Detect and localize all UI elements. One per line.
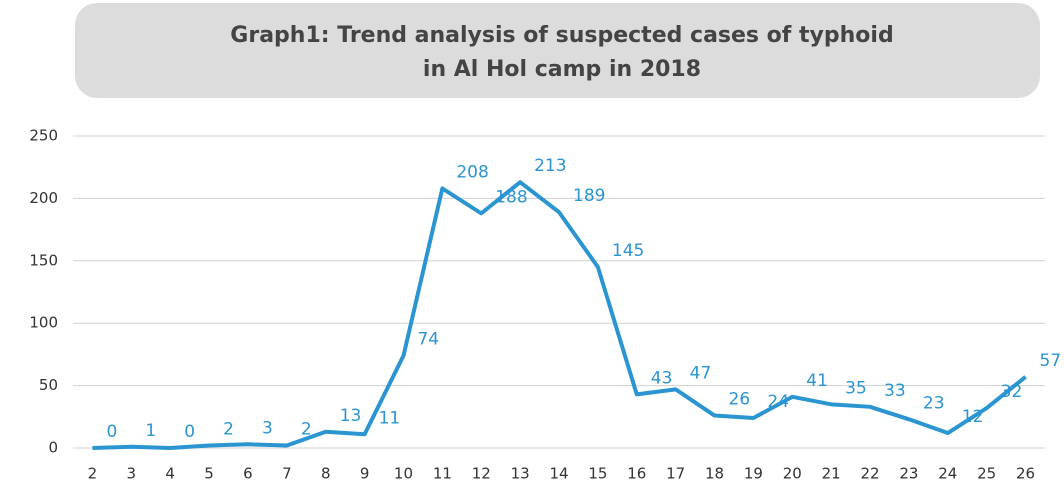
value-label: 43 <box>651 368 673 388</box>
x-tick-label: 23 <box>899 465 918 483</box>
x-tick-label: 7 <box>282 465 292 483</box>
value-label: 23 <box>923 393 945 413</box>
x-tick-label: 22 <box>860 465 879 483</box>
y-tick-label: 250 <box>29 127 58 145</box>
value-label: 145 <box>612 241 644 261</box>
x-tick-label: 20 <box>783 465 802 483</box>
x-tick-label: 6 <box>243 465 253 483</box>
x-tick-label: 15 <box>588 465 607 483</box>
x-tick-label: 13 <box>511 465 530 483</box>
value-label: 12 <box>962 407 984 427</box>
x-tick-label: 21 <box>822 465 841 483</box>
value-label: 188 <box>495 187 527 207</box>
value-label: 41 <box>806 371 828 391</box>
value-label: 74 <box>417 330 439 350</box>
value-label: 47 <box>690 363 712 383</box>
y-tick-label: 0 <box>48 439 58 457</box>
x-tick-label: 2 <box>88 465 98 483</box>
value-label: 2 <box>223 420 234 440</box>
x-tick-label: 11 <box>433 465 452 483</box>
value-label: 24 <box>767 392 789 412</box>
chart-subtitle: in Al Hol camp in 2018 <box>423 57 701 82</box>
value-label: 213 <box>534 156 566 176</box>
chart-title: Graph1: Trend analysis of suspected case… <box>230 23 893 48</box>
x-tick-label: 12 <box>472 465 491 483</box>
x-tick-label: 3 <box>127 465 137 483</box>
y-tick-label: 50 <box>39 376 58 394</box>
value-label: 189 <box>573 186 605 206</box>
y-tick-label: 100 <box>29 314 58 332</box>
value-label: 0 <box>184 422 195 442</box>
value-label: 57 <box>1040 351 1062 371</box>
title-box <box>75 3 1040 98</box>
x-tick-label: 16 <box>627 465 646 483</box>
x-tick-label: 4 <box>165 465 175 483</box>
y-tick-label: 150 <box>29 251 58 269</box>
value-label: 3 <box>262 418 273 438</box>
x-tick-label: 18 <box>705 465 724 483</box>
value-label: 26 <box>729 390 751 410</box>
x-tick-label: 9 <box>360 465 370 483</box>
x-tick-label: 10 <box>394 465 413 483</box>
x-tick-label: 19 <box>744 465 763 483</box>
x-tick-label: 26 <box>1016 465 1035 483</box>
x-tick-label: 5 <box>204 465 214 483</box>
value-label: 11 <box>379 408 401 428</box>
value-label: 35 <box>845 378 867 398</box>
line <box>92 180 1027 450</box>
x-tick-label: 24 <box>938 465 957 483</box>
value-label: 32 <box>1001 382 1023 402</box>
value-label: 2 <box>301 420 312 440</box>
x-tick-label: 25 <box>977 465 996 483</box>
value-label: 208 <box>456 162 488 182</box>
value-label: 13 <box>340 406 362 426</box>
x-tick-label: 14 <box>549 465 568 483</box>
y-tick-label: 200 <box>29 189 58 207</box>
value-label: 0 <box>106 422 117 442</box>
x-tick-label: 17 <box>666 465 685 483</box>
x-tick-label: 8 <box>321 465 331 483</box>
value-label: 33 <box>884 381 906 401</box>
value-label: 1 <box>145 421 156 441</box>
